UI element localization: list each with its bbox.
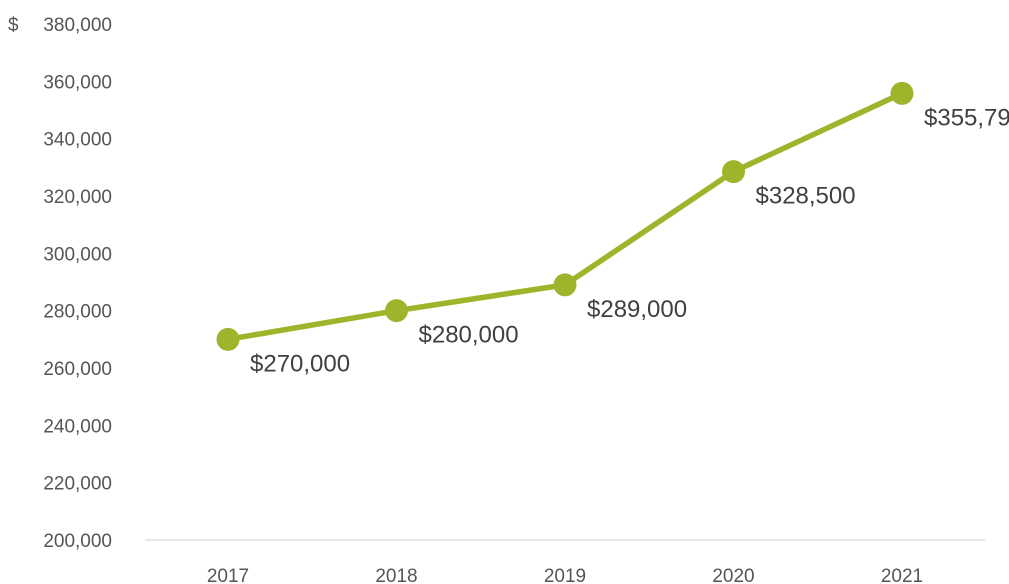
y-tick-label: 320,000: [43, 187, 112, 208]
y-tick-label: 300,000: [43, 244, 112, 265]
data-point-marker: [553, 273, 577, 297]
x-tick-label: 2020: [712, 566, 754, 584]
data-label: $355,795: [924, 104, 1009, 131]
series-line: [216, 81, 914, 351]
y-axis: 200,000 220,000 240,000 260,000 280,000 300,0…: [8, 15, 112, 552]
data-point-marker: [216, 327, 240, 351]
data-label: $280,000: [419, 322, 519, 349]
x-axis: 2017 2018 2019 2020 2021: [207, 566, 923, 584]
data-labels: $270,000 $280,000 $289,000 $328,500 $355,795: [250, 104, 1009, 377]
y-tick-label: 240,000: [43, 416, 112, 437]
y-tick-label: 280,000: [43, 302, 112, 323]
x-tick-label: 2018: [375, 566, 417, 584]
x-tick-label: 2017: [207, 566, 249, 584]
data-point-marker: [890, 81, 914, 105]
data-label: $270,000: [250, 350, 350, 377]
data-label: $328,500: [756, 183, 856, 210]
y-currency-symbol: $: [8, 15, 19, 36]
y-tick-label: 200,000: [43, 531, 112, 552]
x-tick-label: 2019: [544, 566, 586, 584]
series-line-path: [225, 90, 905, 343]
data-point-marker: [385, 299, 408, 323]
y-tick-label: 220,000: [43, 474, 112, 495]
data-label: $289,000: [587, 296, 687, 323]
y-tick-label: 380,000: [43, 15, 112, 36]
x-tick-label: 2021: [881, 566, 923, 584]
data-point-marker: [722, 160, 745, 184]
y-tick-label: 360,000: [43, 72, 112, 93]
y-tick-label: 340,000: [43, 130, 112, 151]
y-tick-label: 260,000: [43, 359, 112, 380]
